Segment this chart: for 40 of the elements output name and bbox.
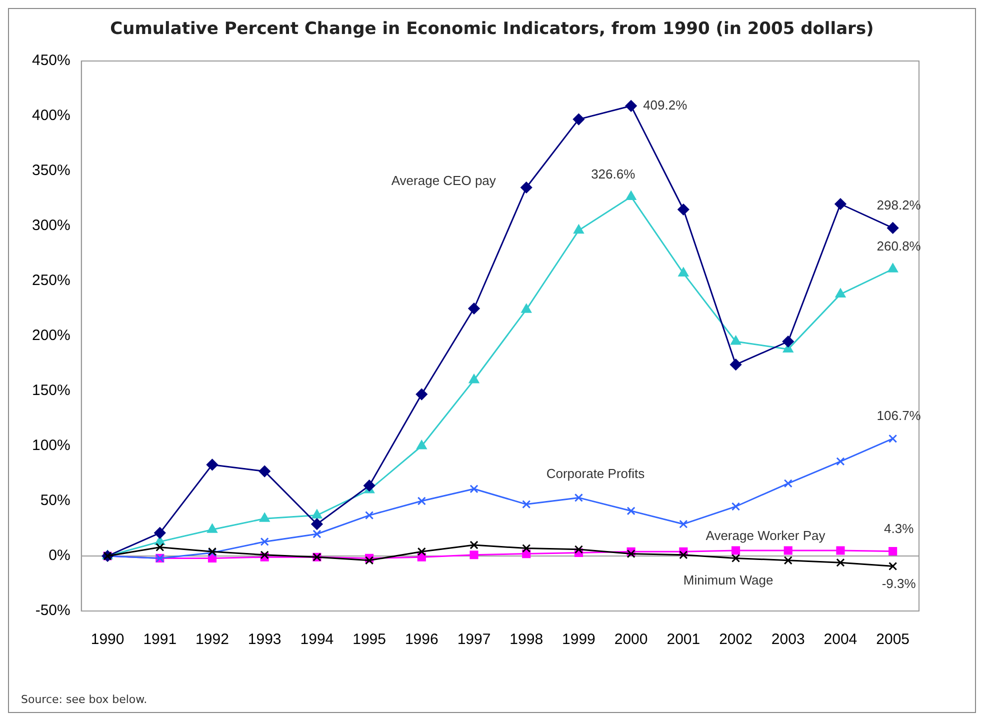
- y-tick-label: 300%: [32, 217, 70, 234]
- series-label: Corporate Profits: [546, 466, 646, 481]
- y-tick-label: 100%: [32, 437, 70, 454]
- data-label: -9.3%: [882, 576, 916, 591]
- chart-title: Cumulative Percent Change in Economic Indicators, from 1990 (in 2005 dollars): [109, 19, 875, 39]
- series-label: Average Worker Pay: [706, 528, 826, 544]
- y-tick-label: 0%: [48, 547, 70, 564]
- series-label: Minimum Wage: [683, 572, 774, 588]
- x-tick-label: 1995: [352, 631, 386, 648]
- y-tick-label: 50%: [40, 492, 70, 510]
- x-tick-label: 1997: [457, 631, 491, 648]
- data-label: 409.2%: [643, 97, 688, 112]
- x-tick-label: 1994: [300, 631, 334, 648]
- y-tick-label: 400%: [32, 107, 70, 124]
- data-label: 298.2%: [876, 198, 922, 213]
- y-tick-label: 450%: [32, 52, 70, 70]
- data-label: 4.3%: [884, 520, 914, 536]
- x-tick-label: 1999: [562, 631, 596, 648]
- y-tick-label: -50%: [35, 602, 70, 620]
- data-label: 106.7%: [876, 408, 922, 424]
- x-tick-label: 1996: [404, 631, 438, 648]
- y-tick-label: 350%: [32, 162, 70, 180]
- x-tick-label: 2002: [719, 631, 752, 648]
- y-tick-label: 250%: [32, 272, 70, 290]
- x-tick-label: 2000: [614, 631, 648, 648]
- y-tick-label: 200%: [32, 327, 70, 344]
- data-label: 260.8%: [876, 238, 922, 254]
- x-tick-label: 2005: [876, 631, 910, 648]
- x-tick-label: 1990: [90, 631, 124, 648]
- data-label: 326.6%: [591, 166, 636, 182]
- x-tick-label: 1992: [196, 631, 229, 648]
- x-tick-label: 2001: [666, 631, 700, 648]
- series-label: Average CEO pay: [391, 173, 496, 188]
- x-tick-label: 2003: [771, 631, 805, 648]
- x-tick-label: 1991: [143, 631, 177, 648]
- x-tick-label: 1998: [510, 631, 544, 648]
- y-tick-label: 150%: [32, 382, 70, 400]
- source-note: Source: see box below.: [21, 693, 148, 706]
- x-tick-label: 1993: [248, 631, 282, 648]
- x-tick-label: 2004: [824, 631, 858, 648]
